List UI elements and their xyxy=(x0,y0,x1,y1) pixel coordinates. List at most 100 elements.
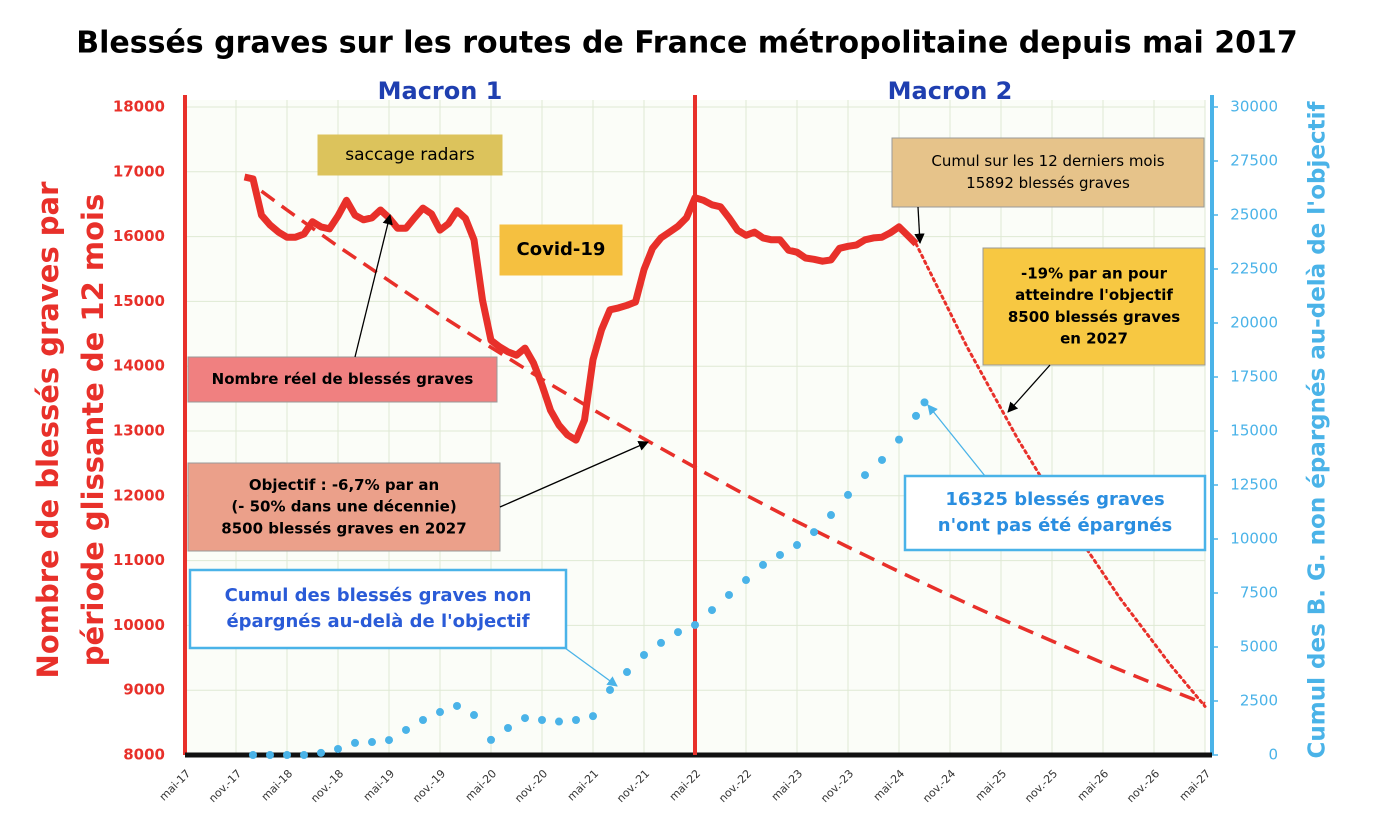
y-tick-label: 17000 xyxy=(113,162,165,180)
annotation-text: 15892 blessés graves xyxy=(966,174,1130,192)
cumul-dot xyxy=(920,398,929,407)
y2-tick-label: 20000 xyxy=(1230,314,1278,332)
cumul-dot xyxy=(793,541,801,550)
y2-tick-label: 22500 xyxy=(1230,260,1278,278)
series-line-dashed xyxy=(260,189,1206,706)
annotation-arrow xyxy=(914,206,925,245)
x-tick-label: nov.-17 xyxy=(206,767,244,805)
y-tick-label: 15000 xyxy=(113,292,165,310)
x-tick-label: nov.-24 xyxy=(920,767,958,805)
x-tick-label: nov.-23 xyxy=(818,767,856,805)
x-tick-label: mai-26 xyxy=(1075,767,1111,803)
y-tick-label: 18000 xyxy=(113,98,165,116)
cumul-dot xyxy=(555,717,563,726)
annotation-box xyxy=(317,134,503,176)
annotation-arrow xyxy=(354,213,393,358)
annotation-text: Nombre réel de blessés graves xyxy=(212,370,474,388)
y-tick-label: 9000 xyxy=(123,681,165,699)
annotation-arrow xyxy=(499,441,649,508)
annotation-text: Cumul des blessés graves non xyxy=(225,585,532,606)
cumul-dot xyxy=(419,716,427,725)
cumul-dot xyxy=(504,724,512,732)
x-tick-label: mai-17 xyxy=(157,767,193,803)
cumul-dot xyxy=(844,490,852,499)
cumul-dot xyxy=(249,751,257,759)
cumul-dot xyxy=(742,576,750,585)
x-tick-label: mai-21 xyxy=(565,767,601,803)
y2-tick-label: 7500 xyxy=(1240,584,1278,602)
x-tick-label: nov.-21 xyxy=(614,767,652,805)
x-tick-label: mai-20 xyxy=(463,767,499,803)
cumul-dot xyxy=(912,411,920,420)
cumul-dot xyxy=(334,744,342,753)
cumul-dot xyxy=(317,748,325,757)
x-tick-label: nov.-19 xyxy=(410,767,448,805)
annotation-text: Objectif : -6,7% par an xyxy=(249,476,439,494)
x-tick-label: mai-22 xyxy=(667,767,703,803)
cumul-dot xyxy=(300,751,308,759)
cumul-dot xyxy=(572,716,580,725)
cumul-dot xyxy=(691,620,699,629)
annotation-box xyxy=(982,247,1206,366)
y-tick-label: 12000 xyxy=(113,486,165,504)
cumul-dot xyxy=(895,435,903,444)
cumul-dot xyxy=(878,455,886,464)
x-tick-label: nov.-20 xyxy=(512,767,550,805)
cumul-dot xyxy=(640,650,648,659)
cumul-dot xyxy=(657,638,665,647)
y2-tick-label: 15000 xyxy=(1230,422,1278,440)
cumul-dot xyxy=(385,736,393,745)
y2-tick-label: 27500 xyxy=(1230,152,1278,170)
annotation-text: en 2027 xyxy=(1060,330,1128,348)
cumul-dot xyxy=(521,714,529,723)
annotation-box xyxy=(891,137,1205,208)
y2-tick-label: 12500 xyxy=(1230,476,1278,494)
y2-tick-label: 5000 xyxy=(1240,638,1278,656)
cumul-dot xyxy=(776,550,784,559)
annotation-arrow xyxy=(927,404,986,477)
y-axis-label: période glissante de 12 mois xyxy=(76,194,110,666)
x-tick-label: mai-24 xyxy=(871,767,907,803)
period-label: Macron 1 xyxy=(378,77,503,105)
x-tick-label: mai-27 xyxy=(1177,767,1213,803)
y-tick-label: 11000 xyxy=(113,551,165,569)
x-tick-label: mai-23 xyxy=(769,767,805,803)
y-tick-label: 14000 xyxy=(113,357,165,375)
annotation-box xyxy=(903,474,1207,552)
cumul-dot xyxy=(487,735,495,744)
annotation-text: n'ont pas été épargnés xyxy=(938,515,1172,536)
cumul-dot xyxy=(351,738,359,747)
cumul-dot xyxy=(725,590,733,599)
period-label: Macron 2 xyxy=(888,77,1013,105)
cumul-dot xyxy=(861,471,869,480)
cumul-dot xyxy=(606,685,614,694)
x-tick-label: nov.-26 xyxy=(1124,767,1162,805)
annotation-text: (- 50% dans une décennie) xyxy=(231,498,456,516)
x-tick-label: mai-19 xyxy=(361,767,397,803)
annotation-box xyxy=(187,356,498,403)
y2-tick-label: 30000 xyxy=(1230,98,1278,116)
annotation-box xyxy=(188,568,568,650)
cumul-dot xyxy=(266,751,274,759)
annotation-text: épargnés au-delà de l'objectif xyxy=(226,611,529,632)
cumul-dot xyxy=(470,711,478,720)
cumul-dot xyxy=(674,628,682,637)
x-tick-label: nov.-22 xyxy=(716,767,754,805)
y2-tick-label: 10000 xyxy=(1230,530,1278,548)
y-tick-label: 10000 xyxy=(113,616,165,634)
series-line-solid xyxy=(243,173,919,444)
annotation-text: 8500 blessés graves xyxy=(1008,308,1180,326)
cumul-dot xyxy=(708,606,716,615)
chart-title: Blessés graves sur les routes de France … xyxy=(76,26,1298,61)
annotation-text: 16325 blessés graves xyxy=(945,489,1164,510)
annotation-text: -19% par an pour xyxy=(1021,264,1168,282)
y-tick-label: 8000 xyxy=(123,746,165,764)
x-tick-label: nov.-25 xyxy=(1022,767,1060,805)
annotation-text: 8500 blessés graves en 2027 xyxy=(221,519,466,537)
y-axis-label: Nombre de blessés graves par xyxy=(31,181,65,679)
y-tick-label: 16000 xyxy=(113,227,165,245)
y2-tick-label: 25000 xyxy=(1230,206,1278,224)
y2-axis-label: Cumul des B. G. non épargnés au-delà de … xyxy=(1305,101,1331,759)
annotation-box xyxy=(499,224,623,276)
